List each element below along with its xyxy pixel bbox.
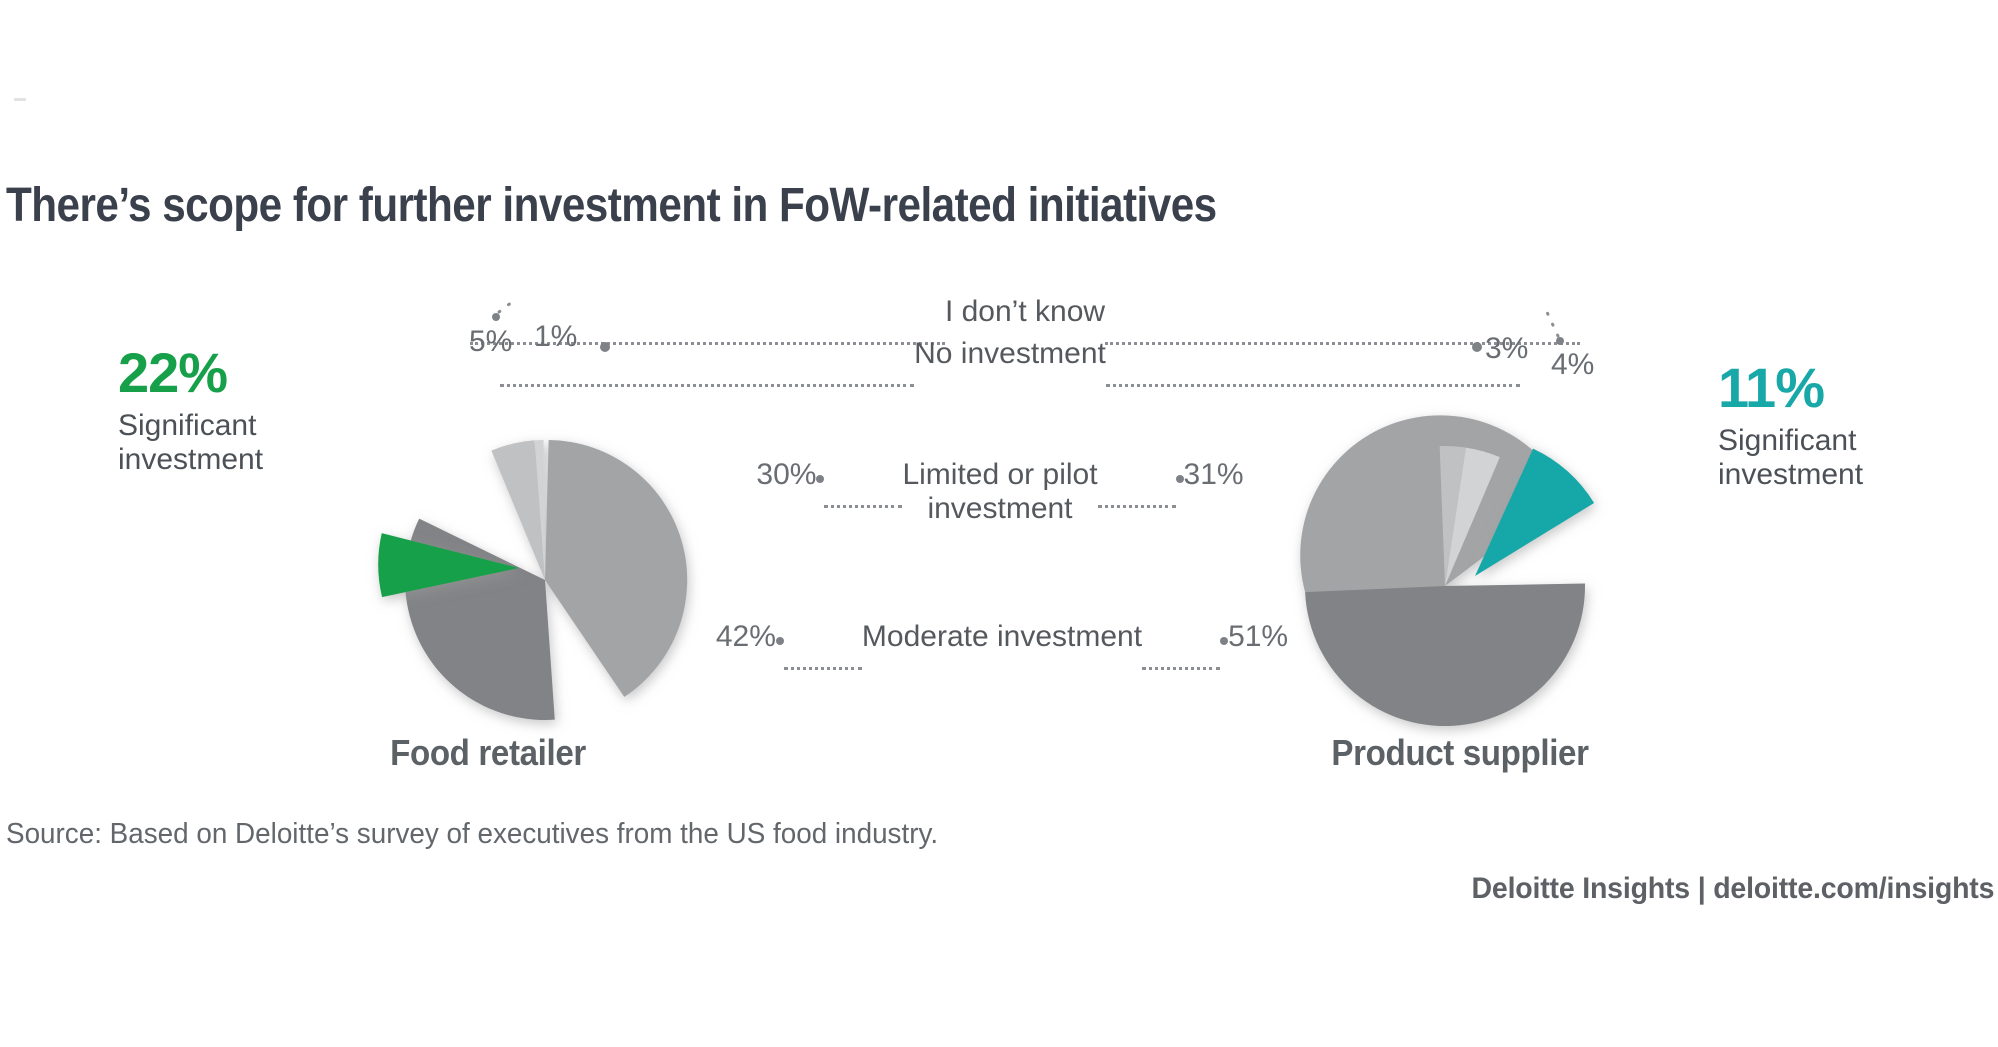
slice-i-dont-know [1439, 446, 1467, 586]
category-label-i-dont-know: I don’t know [944, 295, 1106, 328]
value-left-no-investment: 1% [534, 320, 578, 353]
leader-dots-left [824, 478, 903, 508]
leader-bullet-left [775, 637, 784, 645]
value-right-limited: 31% [1183, 458, 1244, 491]
value-right-moderate: 51% [1228, 620, 1289, 653]
leader-bullet-right [1220, 637, 1229, 645]
leader-bullet-right [1175, 475, 1184, 483]
slice-no-investment [534, 440, 545, 580]
category-row-moderate: 42% Moderate investment 51% [672, 620, 1332, 670]
value-right-i-dont-know: 3% [1485, 332, 1529, 365]
category-row-no-investment: No investment [500, 337, 1520, 387]
category-row-limited-or-pilot: 30% Limited or pilot investment 31% [700, 458, 1300, 525]
callout-right-value: 11% [1718, 356, 1825, 419]
category-label-limited-or-pilot: Limited or pilot investment [902, 458, 1098, 525]
value-left-i-dont-know: 5% [469, 325, 513, 358]
pie-chart-food-retailer [330, 330, 750, 720]
pie-right-svg [1300, 415, 1595, 727]
source-note: Source: Based on Deloitte’s survey of ex… [6, 818, 939, 850]
leader-dots-left [500, 357, 915, 387]
pie-chart-product-supplier [1255, 338, 1685, 727]
category-label-moderate: Moderate investment [861, 620, 1143, 653]
slice-significant-green [378, 533, 519, 598]
slice-i-dont-know [491, 440, 545, 580]
callout-left-value: 22% [118, 341, 228, 404]
slice-moderate [1305, 572, 1585, 727]
callout-right: 11% Significant investment [1718, 360, 1978, 491]
slice-no-investment [1445, 447, 1500, 586]
callout-right-label: Significant investment [1718, 424, 1864, 491]
value-right-no-investment: 4% [1551, 348, 1595, 381]
leader-dots-left [783, 640, 862, 670]
leader-dots-left [470, 315, 945, 345]
leader-dots-right [1142, 640, 1221, 670]
leader-dots-right [1097, 478, 1176, 508]
value-left-limited: 30% [756, 458, 817, 491]
value-left-moderate: 42% [715, 620, 776, 653]
slice-significant-teal [1475, 448, 1595, 576]
callout-left-label: Significant investment [118, 409, 264, 476]
category-label-no-investment: No investment [914, 337, 1106, 370]
leader-dots-right [1105, 357, 1520, 387]
leader-dots-right [1105, 315, 1580, 345]
callout-left: 22% Significant investment [118, 345, 368, 476]
pie-label-food-retailer: Food retailer [390, 732, 586, 773]
pie-label-product-supplier: Product supplier [1331, 732, 1589, 773]
page-title: There’s scope for further investment in … [6, 179, 1217, 232]
leader-bullet-left [816, 475, 825, 483]
crop-mark [14, 98, 26, 101]
slice-limited [545, 440, 688, 697]
category-row-i-dont-know: I don’t know [470, 295, 1580, 345]
slice-limited [1300, 415, 1567, 593]
brand-footer: Deloitte Insights | deloitte.com/insight… [1471, 872, 1994, 905]
pie-left-svg [378, 440, 688, 720]
